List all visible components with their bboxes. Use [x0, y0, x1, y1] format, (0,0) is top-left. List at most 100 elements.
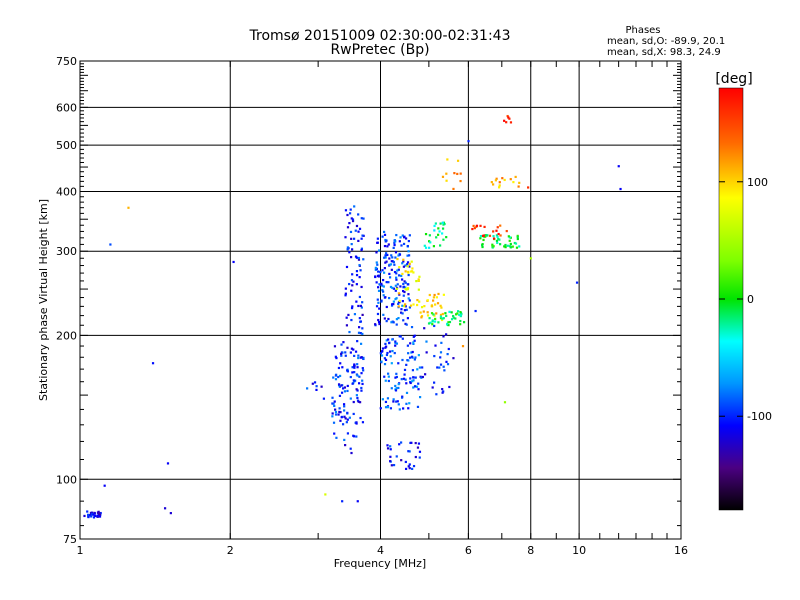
data-point — [355, 435, 358, 438]
data-point — [83, 514, 86, 518]
data-point — [351, 371, 354, 374]
data-point — [529, 257, 532, 260]
data-point — [403, 290, 406, 294]
data-point — [362, 258, 365, 261]
data-point — [385, 305, 388, 309]
data-point — [404, 378, 407, 381]
data-point — [397, 274, 401, 277]
data-point — [456, 172, 459, 176]
data-point — [391, 338, 394, 341]
data-point — [384, 342, 387, 346]
data-point — [433, 320, 437, 323]
data-point — [431, 386, 434, 389]
colorbar-label: [deg] — [715, 71, 752, 87]
data-point — [394, 289, 397, 292]
data-point — [402, 242, 406, 246]
data-point — [527, 186, 530, 189]
data-point — [409, 342, 412, 345]
data-point — [320, 385, 323, 388]
data-point — [444, 312, 447, 315]
data-point — [340, 352, 343, 355]
data-point — [400, 274, 403, 277]
data-point — [412, 464, 416, 468]
data-point — [87, 515, 90, 519]
data-point — [343, 390, 347, 393]
data-point — [383, 363, 387, 366]
data-point — [343, 405, 346, 408]
data-point — [425, 351, 428, 354]
data-point — [416, 446, 420, 449]
data-point — [442, 238, 445, 241]
data-point — [405, 402, 408, 405]
data-point — [377, 289, 381, 292]
stats-x-line: mean, sd,X: 98.3, 24.9 — [607, 47, 721, 58]
data-point — [408, 254, 411, 257]
data-point — [339, 419, 342, 422]
data-point — [375, 281, 378, 284]
data-point — [169, 512, 172, 515]
data-point — [357, 354, 360, 357]
chart-subtitle: RwPretec (Bp) — [330, 42, 429, 58]
data-point — [344, 294, 347, 297]
y-tick-label: 750 — [56, 55, 77, 68]
data-point — [397, 292, 400, 295]
data-point — [415, 385, 419, 388]
data-point — [418, 456, 421, 459]
data-point — [392, 246, 395, 249]
data-point — [362, 217, 365, 220]
data-point — [387, 317, 390, 321]
data-point — [436, 233, 440, 236]
data-point — [385, 281, 388, 284]
data-point — [441, 387, 444, 391]
data-point — [357, 239, 360, 243]
data-point — [382, 278, 385, 282]
data-point — [418, 396, 422, 399]
data-point — [92, 516, 96, 519]
data-point — [361, 421, 365, 424]
data-point — [379, 270, 382, 274]
data-point — [393, 351, 396, 355]
data-point — [387, 375, 390, 378]
data-point — [437, 227, 440, 230]
data-point — [407, 283, 410, 286]
data-point — [353, 205, 356, 208]
data-point — [349, 447, 352, 450]
data-point — [384, 252, 388, 255]
data-point — [404, 237, 408, 240]
data-point — [400, 459, 403, 462]
data-point — [428, 293, 431, 297]
data-point — [381, 349, 384, 353]
data-point — [103, 484, 106, 487]
data-point — [422, 310, 425, 313]
data-point — [401, 234, 404, 237]
data-point — [406, 254, 409, 257]
data-point — [358, 375, 361, 378]
data-point — [459, 323, 462, 326]
data-point — [399, 335, 402, 338]
data-point — [394, 344, 397, 347]
data-point — [452, 187, 455, 191]
data-point — [377, 249, 381, 252]
data-point — [424, 246, 428, 249]
data-point — [350, 279, 354, 282]
data-point — [338, 374, 342, 378]
data-point — [362, 234, 365, 237]
data-point — [479, 234, 483, 238]
data-point — [346, 226, 350, 229]
data-point — [399, 285, 402, 288]
data-point — [397, 254, 400, 257]
data-point — [395, 455, 398, 458]
data-point — [435, 393, 438, 396]
data-point — [394, 384, 397, 388]
y-tick-label: 300 — [56, 245, 77, 258]
data-point — [452, 357, 455, 360]
y-tick-label: 400 — [56, 185, 77, 198]
data-point — [354, 255, 358, 258]
data-point — [403, 368, 407, 372]
data-point — [433, 354, 436, 358]
data-point — [352, 348, 355, 351]
data-point — [410, 351, 413, 354]
data-point — [404, 264, 407, 267]
data-point — [398, 443, 401, 446]
data-point — [394, 341, 397, 345]
